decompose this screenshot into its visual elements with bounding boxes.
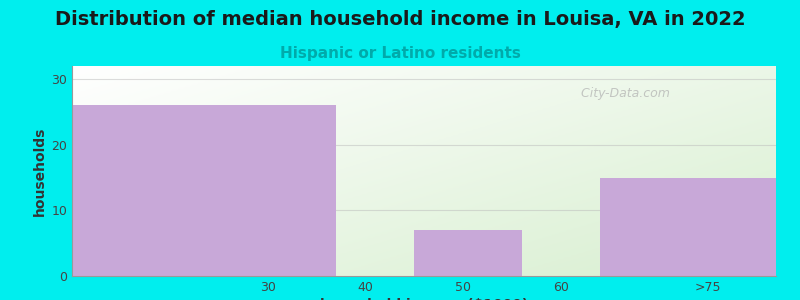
Y-axis label: households: households [33,126,47,216]
Text: City-Data.com: City-Data.com [573,87,670,100]
Bar [72,105,336,276]
Bar [414,230,522,276]
Bar [600,178,776,276]
X-axis label: household income ($1000): household income ($1000) [320,298,528,300]
Text: Distribution of median household income in Louisa, VA in 2022: Distribution of median household income … [54,10,746,29]
Text: Hispanic or Latino residents: Hispanic or Latino residents [279,46,521,61]
